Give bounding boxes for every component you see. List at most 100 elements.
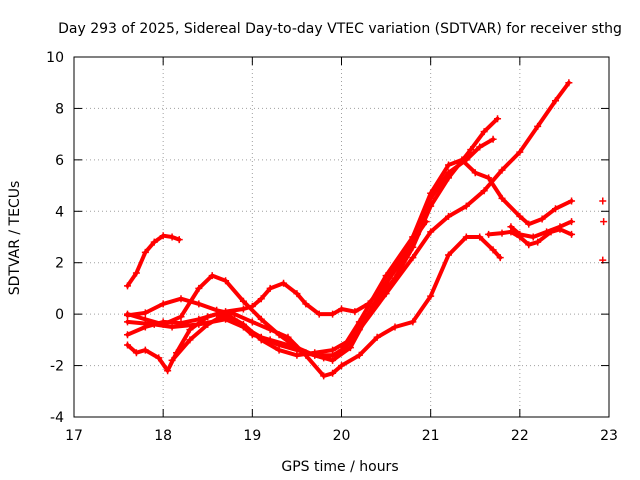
data-point-marker [168,323,176,331]
data-point-marker [275,331,283,339]
data-point-marker [124,310,131,318]
data-point-marker [552,205,559,213]
data-point-marker [311,349,319,357]
data-point-marker [124,318,131,326]
data-point-marker [338,305,345,313]
data-point-marker [155,354,163,362]
data-point-marker [409,233,417,241]
chart-title: Day 293 of 2025, Sidereal Day-to-day VTE… [58,21,622,37]
data-point-marker [391,323,399,331]
data-point-marker [485,174,493,182]
data-point-marker [204,320,212,328]
data-point-marker [462,156,470,164]
series-arc-9 [507,218,576,241]
data-point-marker [507,223,515,231]
data-point-marker [565,79,573,87]
data-point-marker [516,148,524,156]
data-point-marker [338,349,345,357]
data-point-marker [409,254,417,262]
data-point-marker [373,333,381,341]
data-point-marker [159,232,167,240]
data-point-marker [467,146,475,154]
x-tick-label: 21 [422,428,440,444]
data-point-marker [480,128,488,136]
data-point-marker [257,295,265,303]
x-tick-label: 20 [333,428,351,444]
data-point-marker [239,305,247,313]
y-tick-label: 10 [46,50,64,66]
data-point-marker [239,320,247,328]
data-point-marker [427,228,435,236]
data-point-marker [329,369,337,377]
data-point-marker [159,300,167,308]
data-point-marker [538,215,546,223]
data-point-marker [476,143,484,151]
y-tick-label: -2 [50,359,64,375]
data-point-marker [177,313,185,321]
y-tick-label: 4 [55,204,64,220]
y-tick-label: 2 [55,256,64,272]
data-point-marker [445,169,452,177]
series-arc-7 [168,135,497,364]
y-tick-label: 0 [55,307,64,323]
data-point-marker [351,308,359,316]
y-tick-label: 8 [55,101,64,117]
data-point-marker [195,284,203,292]
data-point-marker [516,230,524,238]
data-point-marker [186,336,194,344]
data-point-marker [124,282,131,290]
x-axis-label: GPS time / hours [281,459,398,475]
data-point-marker [168,233,176,241]
data-point-marker [222,310,230,318]
data-point-marker [124,341,131,349]
data-point-marker [476,233,484,241]
data-point-marker [150,238,158,246]
ticks-layer: 17 18 19 20 21 22 23 -4 -2 0 2 4 6 8 10 [46,50,618,444]
data-point-marker [293,290,301,298]
data-point-marker [599,197,607,205]
data-point-marker [338,362,345,370]
data-point-marker [132,349,140,357]
data-point-marker [391,264,399,272]
data-point-marker [177,295,185,303]
data-point-marker [239,297,247,305]
x-tick-label: 22 [511,428,529,444]
data-point-marker [496,254,504,262]
series-arc-6 [124,79,573,362]
data-point-marker [445,161,452,169]
data-point-marker [516,212,524,220]
series-arc-3 [124,233,504,380]
data-point-marker [480,187,488,195]
data-point-marker [462,202,470,210]
data-point-marker [498,166,506,174]
data-point-marker [534,122,542,130]
x-tick-label: 18 [154,428,172,444]
data-point-marker [525,220,533,228]
data-point-marker [320,372,328,380]
data-point-marker [266,336,274,344]
data-point-marker [177,319,185,327]
data-point-marker [543,228,551,236]
data-point-marker [498,229,506,237]
data-point-marker [471,169,479,177]
data-point-marker [529,233,537,241]
series-line [125,157,574,358]
data-point-marker [141,248,149,256]
x-tick-label: 19 [243,428,261,444]
data-point-marker [208,272,216,280]
data-point-marker [364,310,372,318]
series-line [125,235,503,378]
series-arc-1 [124,232,183,290]
data-point-marker [141,309,149,317]
data-point-marker [462,233,470,241]
data-point-marker [141,323,149,331]
x-tick-label: 17 [65,428,83,444]
data-point-marker [485,230,493,238]
series-line [125,80,571,360]
data-point-marker [175,236,183,244]
y-axis-label: SDTVAR / TECUs [7,181,23,296]
data-point-marker [329,356,337,364]
data-point-marker [355,351,363,359]
x-tick-label: 23 [600,428,618,444]
